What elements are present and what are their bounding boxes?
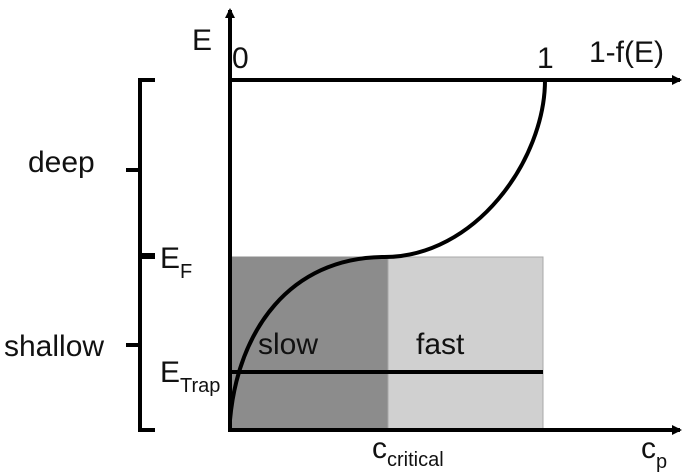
shallow-label: shallow bbox=[4, 330, 104, 363]
shallow-bracket bbox=[126, 255, 155, 432]
trap-level-subscript: Trap bbox=[180, 375, 220, 397]
critical-coefficient-subscript: critical bbox=[387, 449, 444, 471]
slow-region bbox=[229, 256, 389, 431]
occupation-one-label: 1 bbox=[537, 42, 554, 75]
slow-region-label: slow bbox=[258, 328, 318, 361]
capture-coefficient-label: cp bbox=[641, 432, 667, 473]
fermi-level-subscript: F bbox=[180, 261, 192, 283]
fermi-level-main: E bbox=[160, 242, 180, 275]
fast-region bbox=[387, 256, 544, 431]
occupation-zero-label: 0 bbox=[232, 42, 249, 75]
capture-coefficient-main: c bbox=[641, 432, 656, 465]
trap-level-label: ETrap bbox=[160, 356, 220, 397]
occupation-axis-label: 1-f(E) bbox=[589, 36, 664, 69]
fast-region-label: fast bbox=[416, 328, 465, 361]
deep-label: deep bbox=[28, 146, 95, 179]
occupation-curve bbox=[228, 79, 547, 421]
critical-coefficient-label: ccritical bbox=[372, 432, 444, 471]
critical-coefficient-main: c bbox=[372, 432, 387, 465]
deep-bracket bbox=[126, 78, 155, 257]
fermi-level-label: EF bbox=[160, 242, 192, 283]
energy-axis-label: E bbox=[192, 24, 212, 57]
capture-coefficient-subscript: p bbox=[656, 451, 667, 473]
trap-level-main: E bbox=[160, 356, 180, 389]
